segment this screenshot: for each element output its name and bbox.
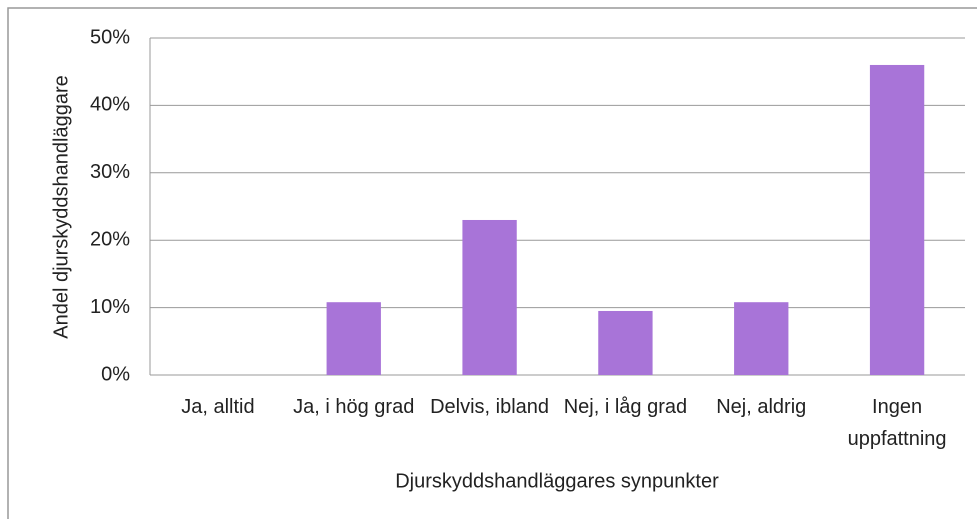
y-axis-title: Andel djurskyddshandläggare xyxy=(50,75,72,339)
y-tick-label: 30% xyxy=(90,161,130,183)
bar xyxy=(462,219,517,375)
y-tick-label: 20% xyxy=(90,228,130,250)
x-tick-label: Delvis, ibland xyxy=(430,396,550,418)
y-tick-label: 40% xyxy=(90,94,130,116)
bar xyxy=(734,302,789,375)
x-tick-label: Ja, alltid xyxy=(181,396,255,418)
x-tick-label: Nej, i låg grad xyxy=(563,396,688,418)
x-tick-label: Ja, i hög grad xyxy=(293,396,415,418)
y-tick-label: 10% xyxy=(90,296,130,318)
x-tick-label: Ingen uppfattning xyxy=(847,396,947,450)
y-tick-label: 0% xyxy=(101,363,130,385)
x-tick-label: Nej, aldrig xyxy=(716,396,807,418)
bar xyxy=(598,310,653,375)
bar xyxy=(326,302,381,375)
chart-border xyxy=(7,7,977,519)
y-tick-label: 50% xyxy=(90,26,130,48)
bar xyxy=(869,64,925,376)
x-axis-title: Djurskyddshandläggares synpunkter xyxy=(395,470,719,492)
